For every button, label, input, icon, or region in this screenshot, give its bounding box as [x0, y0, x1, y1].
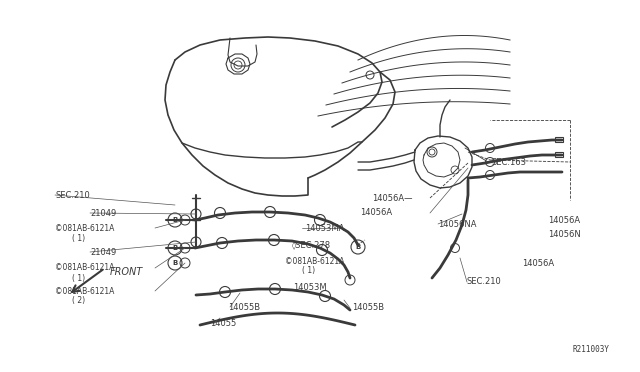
Text: SEC.163: SEC.163 — [492, 157, 527, 167]
Text: ©081AB-6121A: ©081AB-6121A — [55, 286, 115, 295]
Text: ( 2): ( 2) — [72, 296, 85, 305]
Text: SEC.210: SEC.210 — [55, 190, 90, 199]
Text: B: B — [172, 245, 178, 251]
Bar — [555, 152, 563, 157]
Text: SEC.210: SEC.210 — [467, 278, 502, 286]
Text: 14056NA: 14056NA — [438, 219, 477, 228]
Text: 14053MA: 14053MA — [305, 224, 344, 232]
Text: B: B — [355, 244, 360, 250]
Text: 21049: 21049 — [90, 247, 116, 257]
Text: 14055: 14055 — [210, 320, 236, 328]
Text: ( 1): ( 1) — [302, 266, 315, 276]
Text: 14055B: 14055B — [228, 302, 260, 311]
Text: R211003Y: R211003Y — [573, 345, 610, 354]
Text: B: B — [172, 217, 178, 223]
Text: 14053M: 14053M — [293, 282, 326, 292]
Bar — [555, 137, 563, 142]
Text: FRONT: FRONT — [110, 267, 143, 277]
Text: 14056A: 14056A — [548, 215, 580, 224]
Text: 14056N: 14056N — [548, 230, 580, 238]
Text: ( 1): ( 1) — [72, 273, 85, 282]
Text: 14056A: 14056A — [522, 259, 554, 267]
Text: ©081AB-6121A: ©081AB-6121A — [55, 263, 115, 273]
Text: 21049: 21049 — [90, 208, 116, 218]
Text: 14056A—: 14056A— — [372, 193, 413, 202]
Text: ©081AB-6121A: ©081AB-6121A — [55, 224, 115, 232]
Text: ©081AB-6121A: ©081AB-6121A — [285, 257, 344, 266]
Text: 14055B: 14055B — [352, 304, 384, 312]
Text: ( 1): ( 1) — [72, 234, 85, 243]
Text: B: B — [172, 260, 178, 266]
Text: ◊SEC.278: ◊SEC.278 — [292, 241, 331, 250]
Text: 14056A: 14056A — [360, 208, 392, 217]
